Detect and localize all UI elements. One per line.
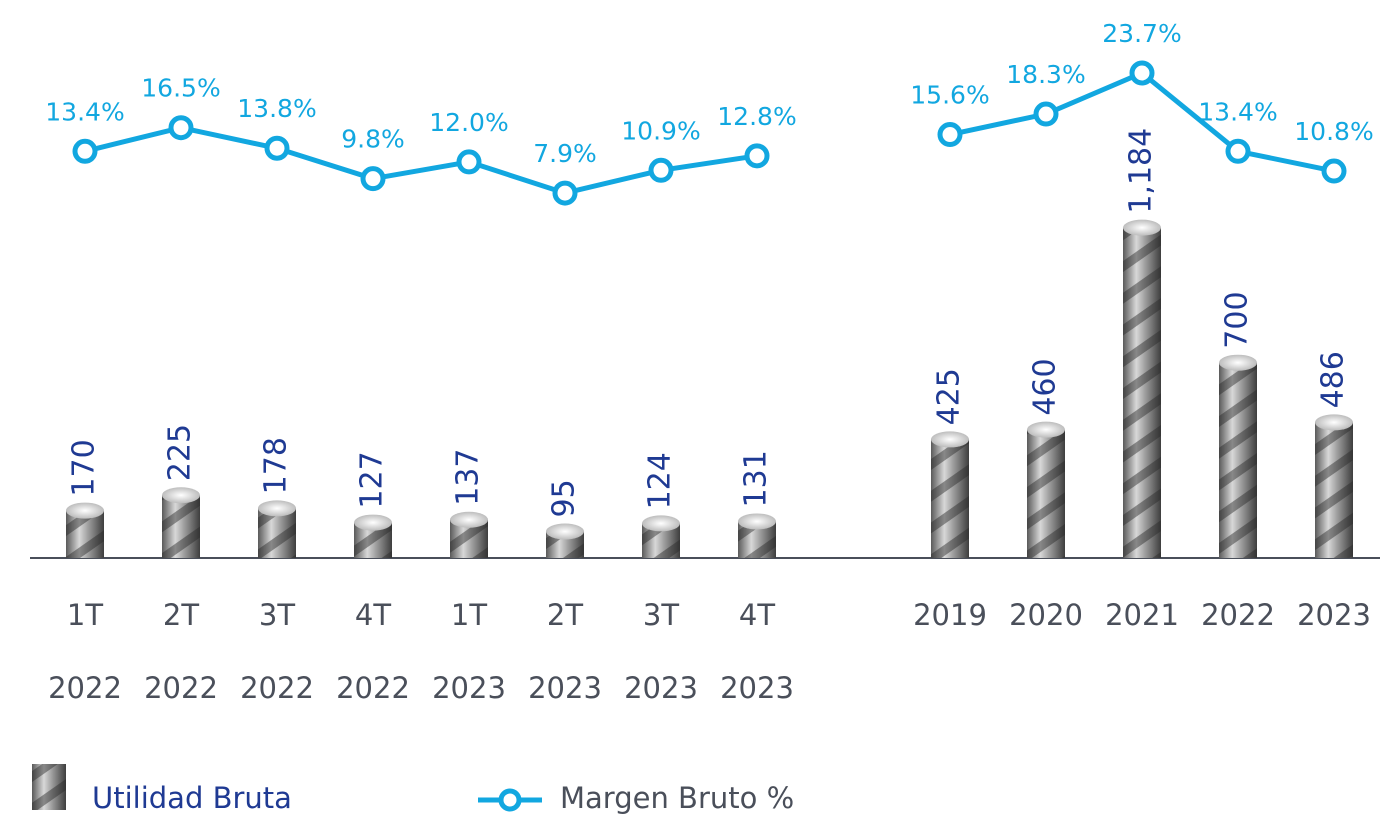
x-tick-label: 2023 — [1297, 598, 1371, 632]
line-point — [937, 122, 963, 148]
line-value-label: 15.6% — [910, 81, 989, 110]
bar-texture — [1123, 227, 1161, 558]
x-tick-label: 4T — [739, 598, 775, 632]
bar-texture — [1027, 429, 1065, 558]
bar-texture — [162, 495, 200, 558]
line-point — [552, 180, 578, 206]
line-point — [456, 149, 482, 175]
bar-value-label: 425 — [932, 368, 967, 425]
bar-texture — [258, 508, 296, 558]
line-value-label: 13.4% — [1198, 97, 1277, 126]
bar-value-label: 137 — [451, 449, 486, 506]
legend-label: Utilidad Bruta — [92, 781, 292, 815]
x-tick-label: 2019 — [913, 598, 987, 632]
bar-cap — [1123, 219, 1161, 236]
bar-value-label: 700 — [1220, 291, 1255, 348]
line-point — [72, 138, 98, 164]
x-tick-label: 2021 — [1105, 598, 1179, 632]
line-point — [744, 143, 770, 169]
x-tick-label: 1T — [451, 598, 487, 632]
x-tick-label: 3T — [643, 598, 679, 632]
line-point — [1225, 138, 1251, 164]
x-tick-label: 2023 — [720, 671, 794, 705]
line-point — [648, 157, 674, 183]
line-value-label: 10.8% — [1294, 117, 1373, 146]
bar-cap — [931, 431, 969, 448]
bar-value-label: 1,184 — [1124, 128, 1159, 214]
line-point — [1129, 60, 1155, 86]
bar-value-label: 178 — [259, 437, 294, 494]
line-value-label: 12.0% — [429, 108, 508, 137]
line-point — [360, 166, 386, 192]
x-tick-label: 1T — [67, 598, 103, 632]
x-tick-label: 2022 — [336, 671, 410, 705]
line-point — [168, 115, 194, 141]
line-value-label: 23.7% — [1102, 19, 1181, 48]
line-point — [1033, 101, 1059, 127]
bar-cap — [1027, 421, 1065, 438]
x-tick-label: 2022 — [48, 671, 122, 705]
bar-cap — [450, 511, 488, 528]
bar-value-label: 131 — [739, 450, 774, 507]
bar-cap — [66, 502, 104, 519]
line-value-label: 16.5% — [141, 74, 220, 103]
line-value-label: 13.8% — [237, 94, 316, 123]
bar-texture — [1219, 362, 1257, 558]
line-value-label: 13.4% — [45, 97, 124, 126]
x-tick-label: 2022 — [240, 671, 314, 705]
x-tick-label: 3T — [259, 598, 295, 632]
x-tick-label: 2T — [547, 598, 583, 632]
bar-texture — [931, 439, 969, 558]
bar-cap — [642, 515, 680, 532]
line-point — [1321, 158, 1347, 184]
bar-cap — [1219, 354, 1257, 371]
line-value-label: 9.8% — [341, 125, 405, 154]
bar-value-label: 170 — [67, 439, 102, 496]
line-value-label: 18.3% — [1006, 60, 1085, 89]
line-point — [264, 135, 290, 161]
legend: Utilidad Bruta Margen Bruto % — [32, 764, 794, 815]
legend-bar-icon — [32, 764, 66, 810]
x-tick-label: 4T — [355, 598, 391, 632]
x-tick-label: 2T — [163, 598, 199, 632]
x-tick-label: 2020 — [1009, 598, 1083, 632]
legend-label: Margen Bruto % — [560, 781, 794, 815]
line-value-label: 7.9% — [533, 139, 597, 168]
x-tick-label: 2023 — [432, 671, 506, 705]
bar-cap — [1315, 414, 1353, 431]
bar-texture — [1315, 422, 1353, 558]
bar-value-label: 124 — [643, 452, 678, 509]
x-tick-label: 2023 — [624, 671, 698, 705]
x-tick-label: 2023 — [528, 671, 602, 705]
legend-line-icon — [498, 788, 522, 812]
bar-cap — [258, 500, 296, 517]
bar-value-label: 460 — [1028, 358, 1063, 415]
bar-cap — [354, 514, 392, 531]
bar-value-label: 127 — [355, 451, 390, 508]
line-value-label: 10.9% — [621, 116, 700, 145]
bar-value-label: 486 — [1316, 351, 1351, 408]
x-tick-label: 2022 — [144, 671, 218, 705]
bar-cap — [546, 523, 584, 540]
bar-cap — [162, 487, 200, 504]
bar-value-label: 95 — [547, 479, 582, 517]
bar-value-label: 225 — [163, 424, 198, 481]
line — [84, 125, 758, 196]
x-tick-label: 2022 — [1201, 598, 1275, 632]
line-value-label: 12.8% — [717, 102, 796, 131]
bar-cap — [738, 513, 776, 530]
